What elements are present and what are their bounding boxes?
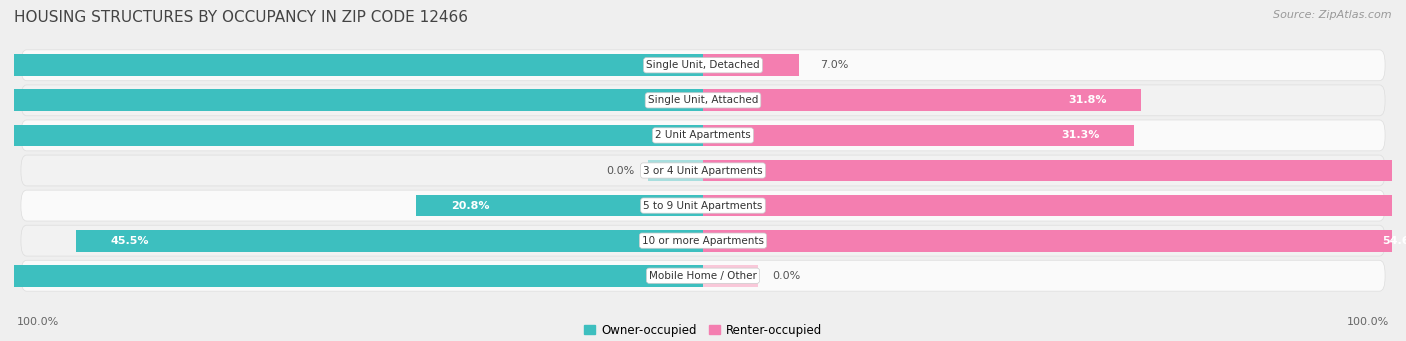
Bar bbox=[0, 124, 703, 146]
Bar bbox=[703, 55, 800, 76]
FancyBboxPatch shape bbox=[21, 190, 1385, 221]
Text: 5 to 9 Unit Apartments: 5 to 9 Unit Apartments bbox=[644, 201, 762, 211]
FancyBboxPatch shape bbox=[21, 225, 1385, 256]
FancyBboxPatch shape bbox=[21, 155, 1385, 186]
Text: 54.6%: 54.6% bbox=[1382, 236, 1406, 246]
Text: 3 or 4 Unit Apartments: 3 or 4 Unit Apartments bbox=[643, 165, 763, 176]
Legend: Owner-occupied, Renter-occupied: Owner-occupied, Renter-occupied bbox=[579, 319, 827, 341]
Text: 0.0%: 0.0% bbox=[606, 165, 634, 176]
FancyBboxPatch shape bbox=[21, 50, 1385, 81]
Text: 7.0%: 7.0% bbox=[820, 60, 848, 70]
Text: Mobile Home / Other: Mobile Home / Other bbox=[650, 271, 756, 281]
Text: Source: ZipAtlas.com: Source: ZipAtlas.com bbox=[1274, 10, 1392, 20]
FancyBboxPatch shape bbox=[21, 85, 1385, 116]
Bar bbox=[703, 124, 1135, 146]
Bar bbox=[703, 230, 1406, 252]
FancyBboxPatch shape bbox=[21, 260, 1385, 291]
Bar bbox=[416, 195, 703, 217]
Text: 10 or more Apartments: 10 or more Apartments bbox=[643, 236, 763, 246]
Bar bbox=[76, 230, 703, 252]
Text: HOUSING STRUCTURES BY OCCUPANCY IN ZIP CODE 12466: HOUSING STRUCTURES BY OCCUPANCY IN ZIP C… bbox=[14, 10, 468, 25]
Bar bbox=[703, 195, 1406, 217]
Text: Single Unit, Attached: Single Unit, Attached bbox=[648, 95, 758, 105]
Text: 100.0%: 100.0% bbox=[1347, 317, 1389, 327]
Text: 31.8%: 31.8% bbox=[1069, 95, 1107, 105]
Text: 20.8%: 20.8% bbox=[451, 201, 489, 211]
FancyBboxPatch shape bbox=[21, 120, 1385, 151]
Text: 45.5%: 45.5% bbox=[111, 236, 149, 246]
Text: 31.3%: 31.3% bbox=[1062, 130, 1099, 140]
Bar bbox=[703, 89, 1142, 111]
Text: 100.0%: 100.0% bbox=[17, 317, 59, 327]
Text: Single Unit, Detached: Single Unit, Detached bbox=[647, 60, 759, 70]
Bar bbox=[0, 55, 703, 76]
Bar bbox=[0, 265, 703, 286]
Bar bbox=[648, 160, 703, 181]
Bar bbox=[703, 160, 1406, 181]
Bar bbox=[703, 265, 758, 286]
Bar bbox=[0, 89, 703, 111]
Text: 2 Unit Apartments: 2 Unit Apartments bbox=[655, 130, 751, 140]
Text: 0.0%: 0.0% bbox=[772, 271, 800, 281]
